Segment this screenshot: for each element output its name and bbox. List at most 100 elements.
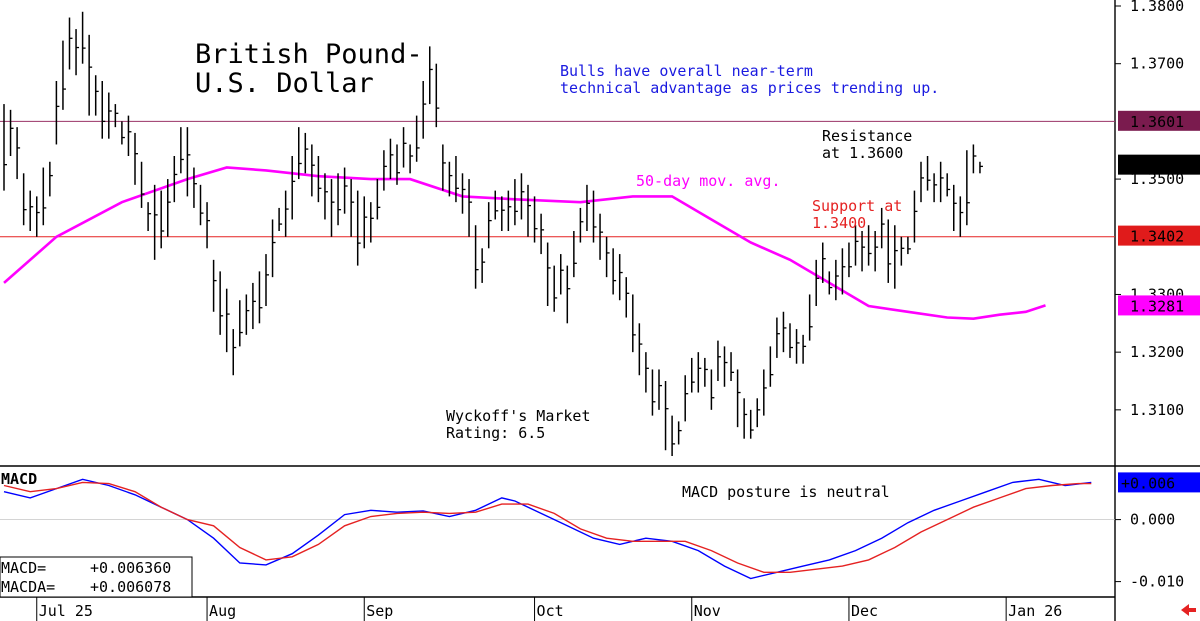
price-bar <box>422 81 427 139</box>
price-bar <box>68 17 73 70</box>
price-bar <box>29 190 34 231</box>
price-bar <box>121 121 125 145</box>
price-bar <box>75 29 80 76</box>
price-bar <box>455 156 459 203</box>
price-bar <box>756 398 761 428</box>
moving-average-line <box>3 166 1046 321</box>
date-tick-label: Sep <box>366 602 393 620</box>
price-tick-label: 1.3100 <box>1130 401 1184 419</box>
price-bar <box>356 190 361 266</box>
macda-line <box>3 481 1092 573</box>
price-bar <box>586 184 590 231</box>
legend-macda-label: MACDA= <box>1 578 55 596</box>
price-bar <box>907 236 911 255</box>
rating-annotation-line-2: Rating: 6.5 <box>446 424 545 442</box>
price-bar <box>501 196 505 231</box>
price-bar <box>743 398 748 439</box>
price-tag: 1.3525 <box>1118 154 1200 175</box>
date-tick-label: Dec <box>851 602 878 620</box>
price-bar <box>553 265 558 312</box>
price-bar <box>140 161 145 208</box>
date-tick-label: Aug <box>209 602 236 620</box>
macd-value-tag: +0.006 <box>1118 472 1200 493</box>
price-bar <box>835 259 839 301</box>
price-bar <box>507 190 512 231</box>
price-bar <box>730 352 735 381</box>
macd-tick-label: -0.010 <box>1130 573 1184 591</box>
price-bar <box>808 294 813 341</box>
price-bar <box>861 231 866 272</box>
date-tick-label: Nov <box>694 602 721 620</box>
price-bar <box>258 271 263 324</box>
price-bar <box>946 173 951 197</box>
price-bar <box>959 196 964 237</box>
price-bar <box>49 161 53 197</box>
price-bar <box>22 173 27 226</box>
price-bar <box>225 288 230 353</box>
price-bar <box>605 236 610 278</box>
price-tag: 1.3402 <box>1118 225 1200 246</box>
chart-title-line-2: U.S. Dollar <box>195 68 374 99</box>
price-bar <box>81 11 86 64</box>
price-bar <box>658 369 662 410</box>
price-bar <box>979 161 983 174</box>
price-bar <box>933 173 938 203</box>
price-bar <box>671 415 676 456</box>
price-bar <box>389 138 394 180</box>
date-tick-label: Jan 26 <box>1008 602 1062 620</box>
macd-annotation: MACD posture is neutral <box>682 483 890 501</box>
price-tag: 1.3601 <box>1118 110 1200 131</box>
price-bar <box>776 317 780 358</box>
price-bar <box>815 259 820 306</box>
price-bar <box>520 173 525 220</box>
price-bar <box>494 190 499 220</box>
price-tag-box <box>1118 110 1200 131</box>
price-bar <box>193 167 197 208</box>
price-bar <box>239 300 243 347</box>
price-bar <box>887 219 892 283</box>
date-tick-label: Oct <box>537 602 564 620</box>
price-bar <box>212 259 217 312</box>
price-bar <box>9 109 14 156</box>
legend-macd-label: MACD= <box>1 559 46 577</box>
price-bar <box>972 144 977 174</box>
date-axis: Jul 25 Aug Sep Oct Nov Dec Jan 26 <box>36 597 1062 621</box>
price-tags: 1.3601 1.3525 1.3402 1.3281 <box>1118 110 1200 316</box>
price-bar <box>468 179 473 237</box>
support-annotation-line-2: 1.3400 <box>812 214 866 232</box>
price-bar <box>533 196 538 243</box>
price-bar <box>337 173 342 226</box>
price-bar <box>219 271 224 335</box>
price-bar <box>409 144 414 174</box>
price-bar <box>579 207 584 243</box>
price-bar <box>62 40 66 110</box>
price-bar <box>854 225 859 266</box>
price-bar <box>618 254 623 301</box>
price-bar <box>795 329 800 364</box>
price-bar <box>612 248 617 295</box>
price-bar <box>763 369 767 416</box>
price-bar <box>704 357 708 387</box>
price-bar <box>573 231 577 278</box>
price-bar <box>173 156 178 203</box>
price-bar <box>560 254 564 295</box>
price-bar <box>638 323 643 376</box>
price-bar <box>114 104 119 128</box>
price-bar <box>232 329 237 376</box>
price-tag-label: 1.3281 <box>1130 297 1184 315</box>
price-bar <box>311 144 315 197</box>
left-arrow-icon[interactable] <box>1181 604 1196 616</box>
price-bar <box>442 144 446 191</box>
price-bar <box>94 75 99 116</box>
chart-title-line-1: British Pound- <box>195 39 423 70</box>
price-bar <box>167 179 171 237</box>
price-bar <box>953 184 957 231</box>
support-annotation-line-1: Support at <box>812 197 902 215</box>
price-bar <box>926 156 931 191</box>
price-bar <box>298 127 302 180</box>
price-bar <box>3 104 7 191</box>
price-bar <box>599 213 604 260</box>
price-bar <box>343 167 348 214</box>
